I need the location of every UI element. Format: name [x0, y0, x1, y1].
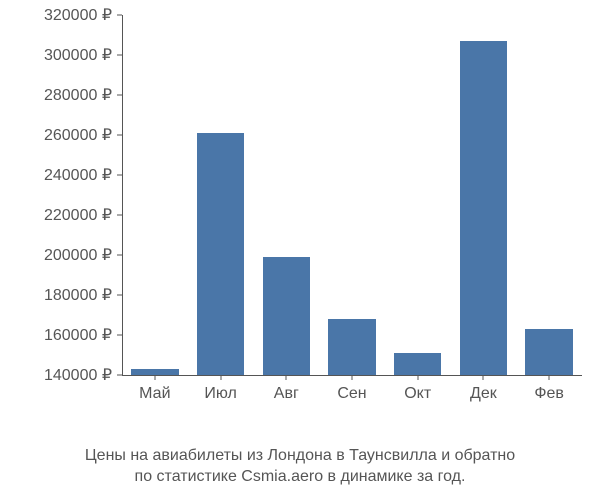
y-tick-mark	[117, 375, 122, 376]
x-tick-mark	[154, 375, 155, 380]
y-tick-mark	[117, 255, 122, 256]
y-tick-label: 260000 ₽	[44, 125, 112, 145]
x-tick-mark	[549, 375, 550, 380]
x-tick-mark	[352, 375, 353, 380]
bar	[263, 257, 310, 375]
y-tick-mark	[117, 135, 122, 136]
y-axis: 140000 ₽160000 ₽180000 ₽200000 ₽220000 ₽…	[0, 15, 120, 375]
y-tick-label: 180000 ₽	[44, 285, 112, 305]
y-tick-mark	[117, 335, 122, 336]
x-tick-label: Авг	[274, 385, 299, 403]
y-tick-label: 240000 ₽	[44, 165, 112, 185]
bar	[394, 353, 441, 375]
y-tick-mark	[117, 95, 122, 96]
caption-line-1: Цены на авиабилеты из Лондона в Таунсвил…	[85, 447, 515, 464]
bar	[197, 133, 244, 375]
y-tick-mark	[117, 295, 122, 296]
y-tick-label: 280000 ₽	[44, 85, 112, 105]
x-tick-label: Июл	[204, 385, 236, 403]
x-tick-mark	[417, 375, 418, 380]
price-chart: 140000 ₽ 160000 ₽ 180000 ₽ 200000 ₽ 220000 ₽…	[0, 10, 600, 430]
x-axis: Май Июл Авг Сен Окт Дек Фев	[122, 375, 582, 415]
x-tick-mark	[483, 375, 484, 380]
bar	[328, 319, 375, 375]
bar	[460, 41, 507, 375]
y-tick-label: 200000 ₽	[44, 245, 112, 265]
y-tick-mark	[117, 175, 122, 176]
plot-area	[122, 15, 582, 375]
y-tick-mark	[117, 55, 122, 56]
y-tick-label: 320000 ₽	[44, 5, 112, 25]
y-tick-label: 300000 ₽	[44, 45, 112, 65]
x-tick-label: Окт	[404, 385, 431, 403]
y-tick-mark	[117, 215, 122, 216]
x-tick-label: Сен	[337, 385, 366, 403]
x-tick-label: Фев	[534, 385, 564, 403]
x-tick-label: Май	[139, 385, 170, 403]
x-tick-mark	[220, 375, 221, 380]
caption-line-2: по статистике Csmia.aero в динамике за г…	[135, 468, 466, 485]
y-tick-mark	[117, 15, 122, 16]
y-tick-label: 160000 ₽	[44, 325, 112, 345]
bar	[525, 329, 572, 375]
y-tick-label: 220000 ₽	[44, 205, 112, 225]
chart-caption: Цены на авиабилеты из Лондона в Таунсвил…	[0, 445, 600, 488]
x-tick-label: Дек	[470, 385, 497, 403]
y-tick-label: 140000 ₽	[44, 365, 112, 385]
x-tick-mark	[286, 375, 287, 380]
